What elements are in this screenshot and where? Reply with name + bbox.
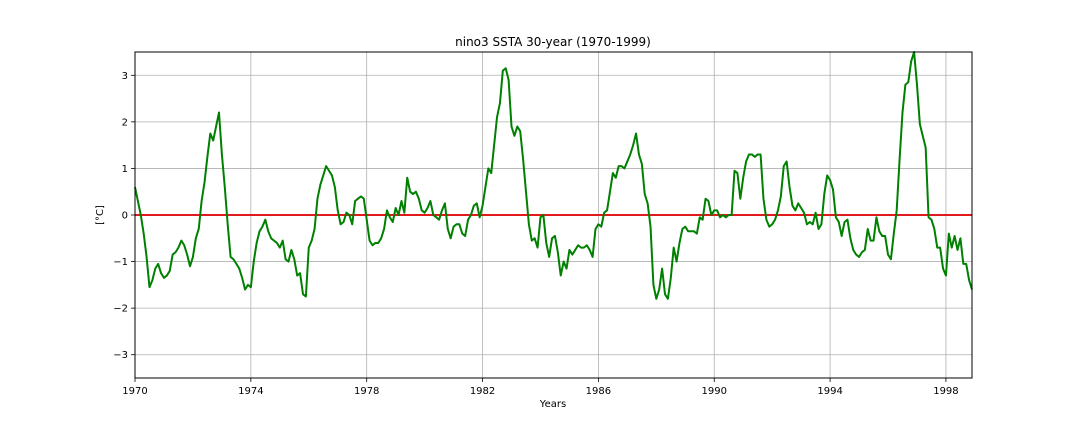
y-tick-label: 1	[122, 164, 128, 175]
x-axis-label: Years	[539, 399, 566, 410]
x-tick-label: 1994	[817, 386, 842, 397]
y-axis: −3 −2 −1 0 1 2 3	[113, 71, 135, 361]
x-axis: 1970 1974 1978 1982 1986 1990 1994 1998	[122, 378, 959, 397]
y-tick-label: 0	[122, 211, 128, 222]
y-tick-label: 3	[122, 71, 128, 82]
x-tick-label: 1998	[933, 386, 958, 397]
y-tick-label: −1	[113, 257, 128, 268]
x-tick-label: 1978	[354, 386, 379, 397]
chart-title: nino3 SSTA 30-year (1970-1999)	[455, 35, 651, 49]
x-tick-label: 1986	[586, 386, 611, 397]
y-tick-label: 2	[122, 117, 128, 128]
x-tick-label: 1970	[122, 386, 147, 397]
x-tick-label: 1990	[702, 386, 727, 397]
x-tick-label: 1974	[238, 386, 263, 397]
y-tick-label: −3	[113, 350, 128, 361]
y-tick-label: −2	[113, 304, 128, 315]
x-tick-label: 1982	[470, 386, 495, 397]
series-line	[134, 51, 973, 300]
y-axis-label: [°C]	[95, 205, 106, 225]
